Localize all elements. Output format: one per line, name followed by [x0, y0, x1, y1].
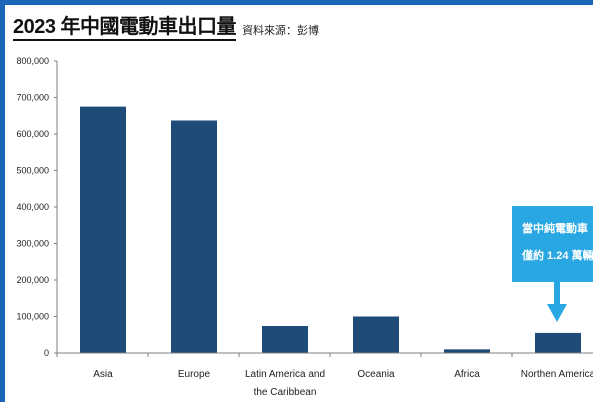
callout-line-1: 當中純電動車: [522, 223, 588, 235]
x-category-label: Asia: [93, 369, 113, 380]
y-axis: 0 100,000 200,000 300,000 400,000 500,000 600,…: [16, 56, 58, 358]
bar-europe: [171, 120, 217, 354]
x-axis: Asia Europe Latin America and the Caribbean…: [56, 352, 593, 398]
x-category-label: Latin America and the Caribbean: [245, 369, 325, 398]
frame-border-left: [0, 0, 5, 402]
x-category-label: Northen America: [521, 369, 593, 380]
title-row: 2023 年中國電動車出口量 資料來源：彭博: [13, 16, 319, 41]
bar-latin-america-and-the-caribbean: [262, 325, 308, 353]
bar-africa: [444, 349, 490, 353]
bar-northen-america: [535, 332, 581, 353]
arrow-shaft: [554, 282, 560, 308]
bars: [80, 106, 581, 354]
callout-line-2: 僅約 1.24 萬輛: [522, 250, 593, 262]
frame-border-top: [0, 0, 593, 5]
arrow-head-icon: [547, 304, 567, 322]
chart-title: 2023 年中國電動車出口量: [13, 16, 237, 41]
bar-asia: [80, 106, 126, 353]
y-tick-label: 100,000: [16, 312, 49, 322]
y-tick-label: 0: [44, 348, 49, 358]
y-tick-label: 600,000: [16, 129, 49, 139]
y-tick-label: 500,000: [16, 166, 49, 176]
source-note: 資料來源：彭博: [242, 25, 320, 37]
y-tick-label: 800,000: [16, 56, 49, 66]
x-category-label: Europe: [178, 369, 211, 380]
bar-oceania: [353, 316, 399, 353]
y-tick-label: 700,000: [16, 93, 49, 103]
x-category-label: Oceania: [357, 369, 395, 380]
x-category-label: Africa: [454, 369, 480, 380]
y-tick-label: 400,000: [16, 202, 49, 212]
callout-arrow: [547, 282, 567, 322]
y-tick-label: 300,000: [16, 239, 49, 249]
y-tick-label: 200,000: [16, 275, 49, 285]
callout-box: 當中純電動車 僅約 1.24 萬輛: [512, 206, 593, 282]
